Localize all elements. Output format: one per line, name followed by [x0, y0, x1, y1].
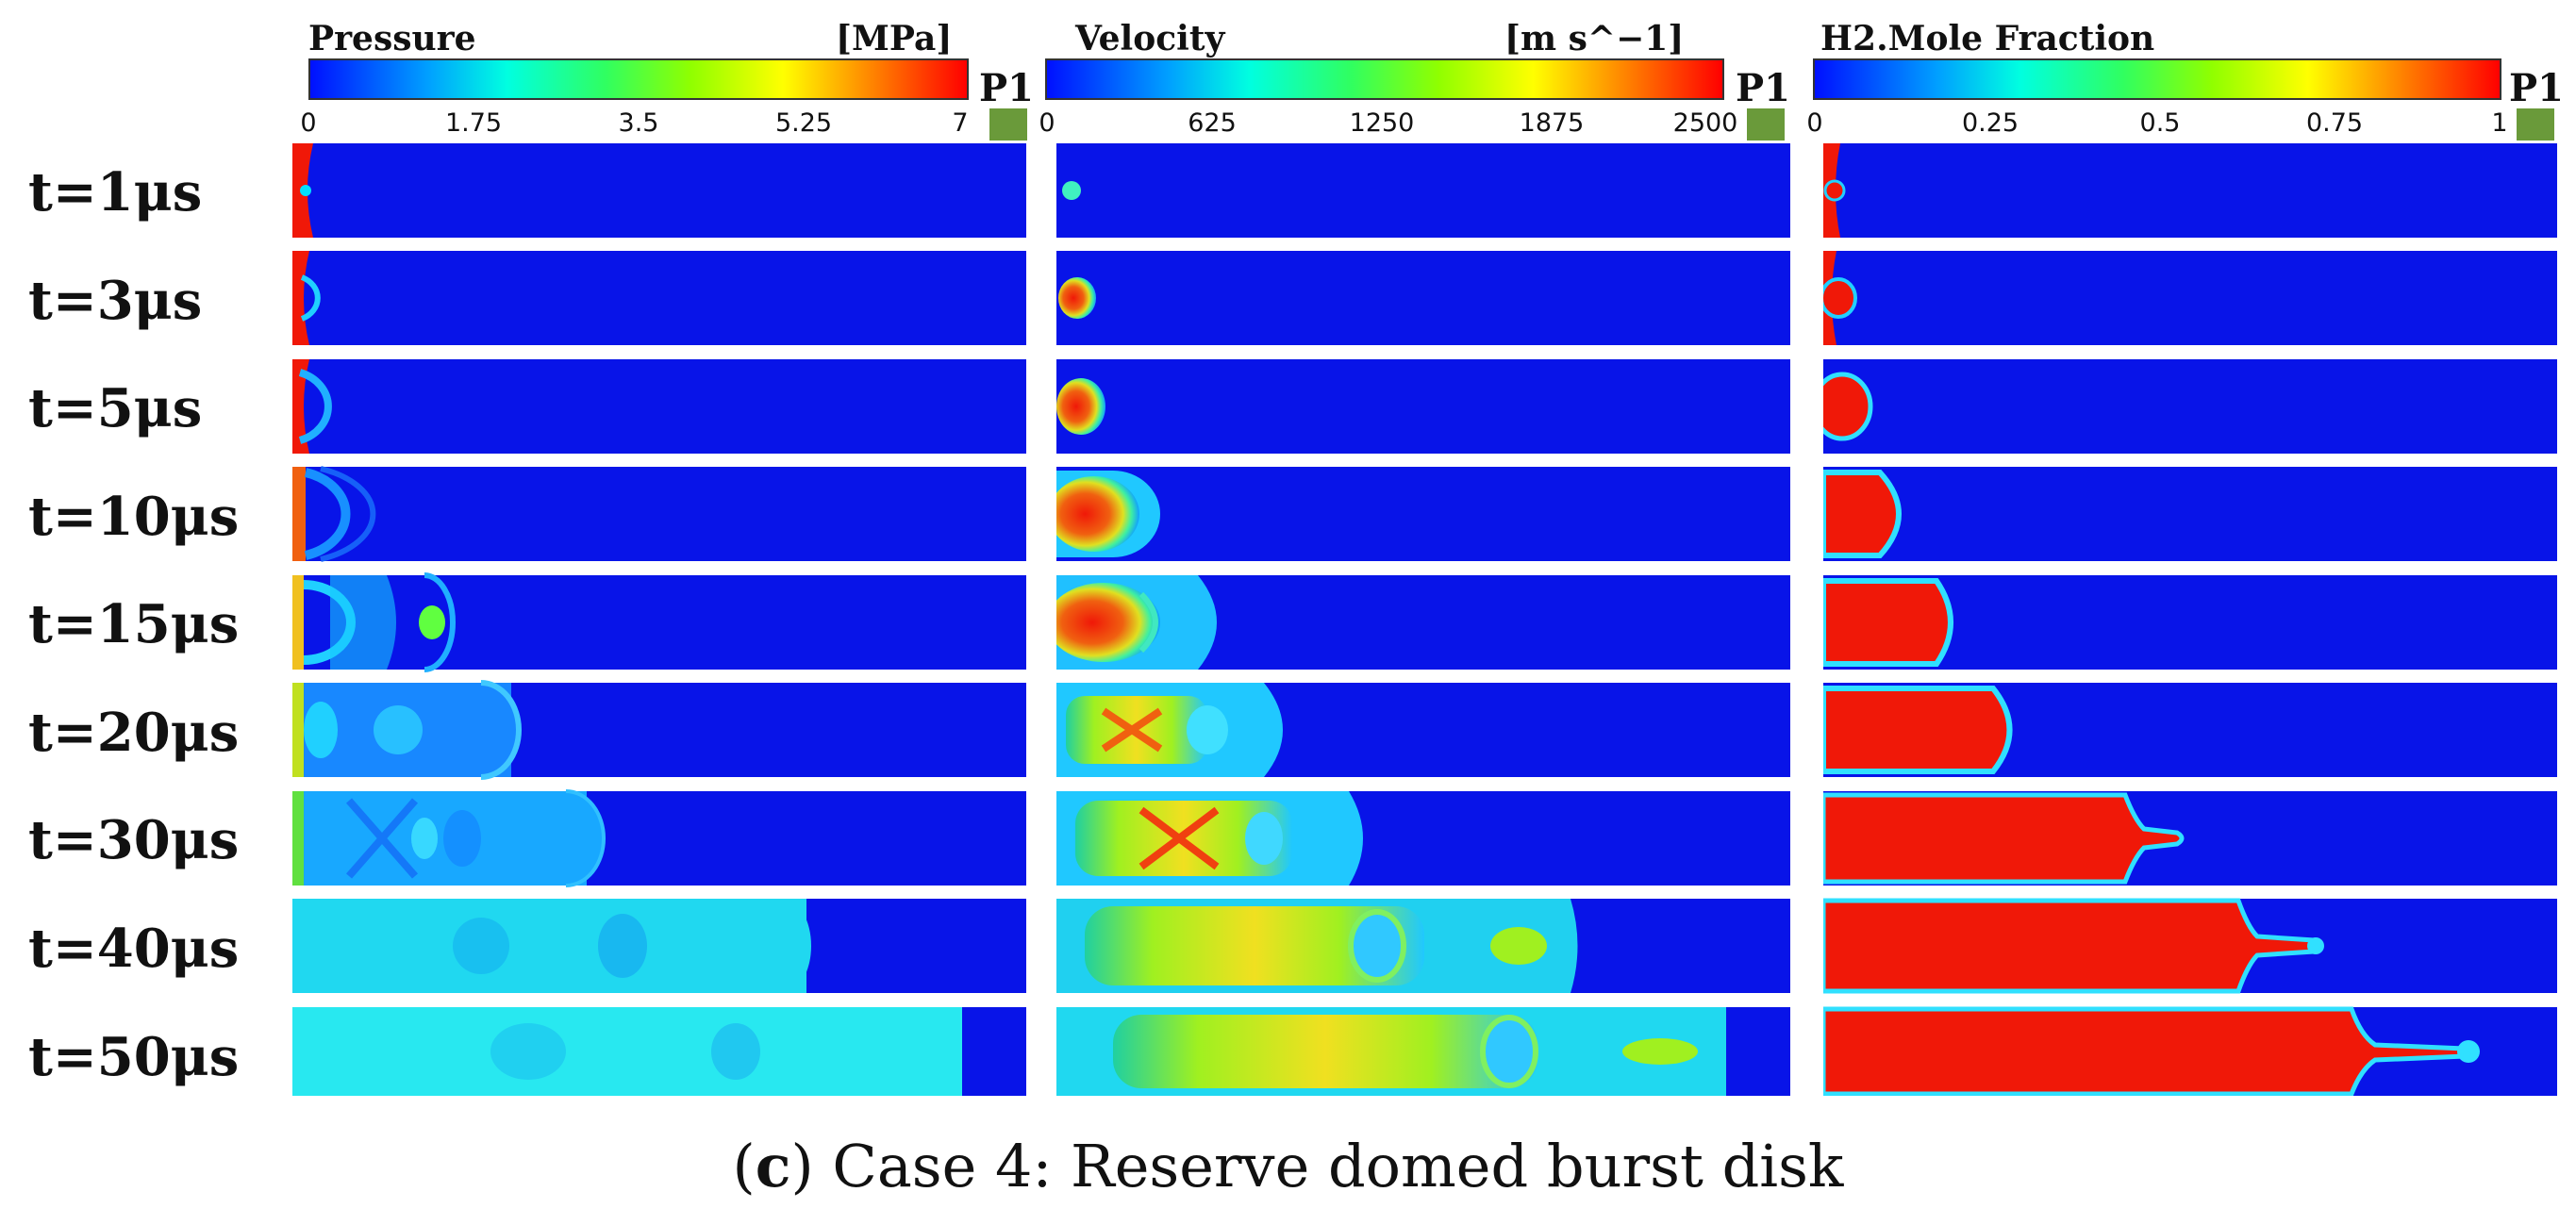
- colorbar-unit: [m s^−1]: [1504, 19, 1685, 58]
- velocity-panel-t5: [1056, 359, 1790, 454]
- p1-marker-box: [2517, 108, 2554, 141]
- h2-panel-t40: [1823, 898, 2557, 994]
- h2-panel-t50: [1823, 1006, 2557, 1096]
- colorbar-tick: 625: [1188, 108, 1237, 138]
- velocity-panel-t30: [1056, 791, 1790, 886]
- time-label: t=50μs: [28, 1026, 240, 1088]
- pressure-panel-t1: [292, 143, 1026, 238]
- pressure-panel-t40: [292, 899, 1026, 993]
- h2-column: [1823, 143, 2557, 1096]
- velocity-panel-t15: [1056, 575, 1790, 670]
- h2-panel-t1: [1823, 143, 2557, 238]
- velocity-panel-t10: [1056, 467, 1790, 561]
- p1-marker-label: P1: [1736, 66, 1790, 110]
- pressure-panel-t50: [292, 1007, 1026, 1096]
- colorbar-tick: 1.75: [444, 108, 503, 138]
- velocity-panel-t40: [1056, 899, 1790, 993]
- velocity-column: [1056, 143, 1790, 1096]
- time-label: t=5μs: [28, 377, 203, 439]
- h2-panel-t20: [1823, 683, 2557, 777]
- time-label: t=15μs: [28, 593, 240, 655]
- pressure-column: [292, 143, 1026, 1096]
- p1-marker-label: P1: [979, 66, 1034, 110]
- figure-caption: (c) Case 4: Reserve domed burst disk: [732, 1132, 1844, 1200]
- h2-panel-t15: [1823, 575, 2557, 670]
- colorbar-title: H2.Mole Fraction: [1820, 19, 2155, 58]
- colorbar-tick: 2500: [1672, 108, 1738, 138]
- colorbar-unit: [MPa]: [836, 19, 953, 58]
- h2-panel-t10: [1823, 467, 2557, 561]
- velocity-panel-t50: [1056, 1007, 1790, 1096]
- colorbar-tick: 1875: [1519, 108, 1585, 138]
- colorbar-tick: 0: [1039, 108, 1055, 138]
- pressure-panel-t10: [292, 466, 1026, 562]
- colorbar-tick: 7: [952, 108, 969, 138]
- h2-panel-t30: [1823, 791, 2557, 886]
- time-label: t=40μs: [28, 918, 240, 980]
- velocity-panel-t20: [1056, 683, 1790, 777]
- caption-text: Case 4: Reserve domed burst disk: [832, 1132, 1844, 1200]
- h2-panel-t5: [1823, 359, 2557, 454]
- time-label: t=20μs: [28, 702, 240, 764]
- colorbar-tick: 0: [300, 108, 317, 138]
- time-label: t=3μs: [28, 270, 203, 332]
- pressure-panel-t20: [292, 680, 1026, 780]
- pressure-panel-t30: [292, 789, 1026, 887]
- velocity-panel-t3: [1056, 251, 1790, 345]
- pressure-panel-t3: [292, 251, 1026, 345]
- caption-letter: c: [755, 1132, 791, 1200]
- time-label: t=30μs: [28, 809, 240, 871]
- pressure-panel-t5: [292, 359, 1026, 454]
- colorbar-tick: 0.5: [2139, 108, 2181, 138]
- colorbar-gradient: [1813, 58, 2501, 100]
- velocity-panel-t1: [1056, 143, 1790, 238]
- colorbar-tick: 0.25: [1961, 108, 2019, 138]
- colorbar-title: Pressure: [308, 19, 476, 58]
- colorbar-tick: 0: [1806, 108, 1823, 138]
- pressure-panel-t15: [292, 572, 1026, 672]
- colorbar-title: Velocity: [1075, 19, 1225, 58]
- colorbar-gradient: [1045, 58, 1724, 100]
- colorbar-tick: 1: [2491, 108, 2508, 138]
- colorbar-tick: 3.5: [618, 108, 659, 138]
- colorbar-tick: 5.25: [774, 108, 833, 138]
- p1-marker-box: [1747, 108, 1785, 141]
- time-label: t=1μs: [28, 161, 203, 223]
- colorbar-gradient: [308, 58, 969, 100]
- h2-panel-t3: [1823, 251, 2557, 345]
- p1-marker-label: P1: [2509, 66, 2564, 110]
- p1-marker-box: [989, 108, 1027, 141]
- colorbar-tick: 1250: [1349, 108, 1415, 138]
- colorbar-tick: 0.75: [2305, 108, 2364, 138]
- time-label: t=10μs: [28, 486, 240, 548]
